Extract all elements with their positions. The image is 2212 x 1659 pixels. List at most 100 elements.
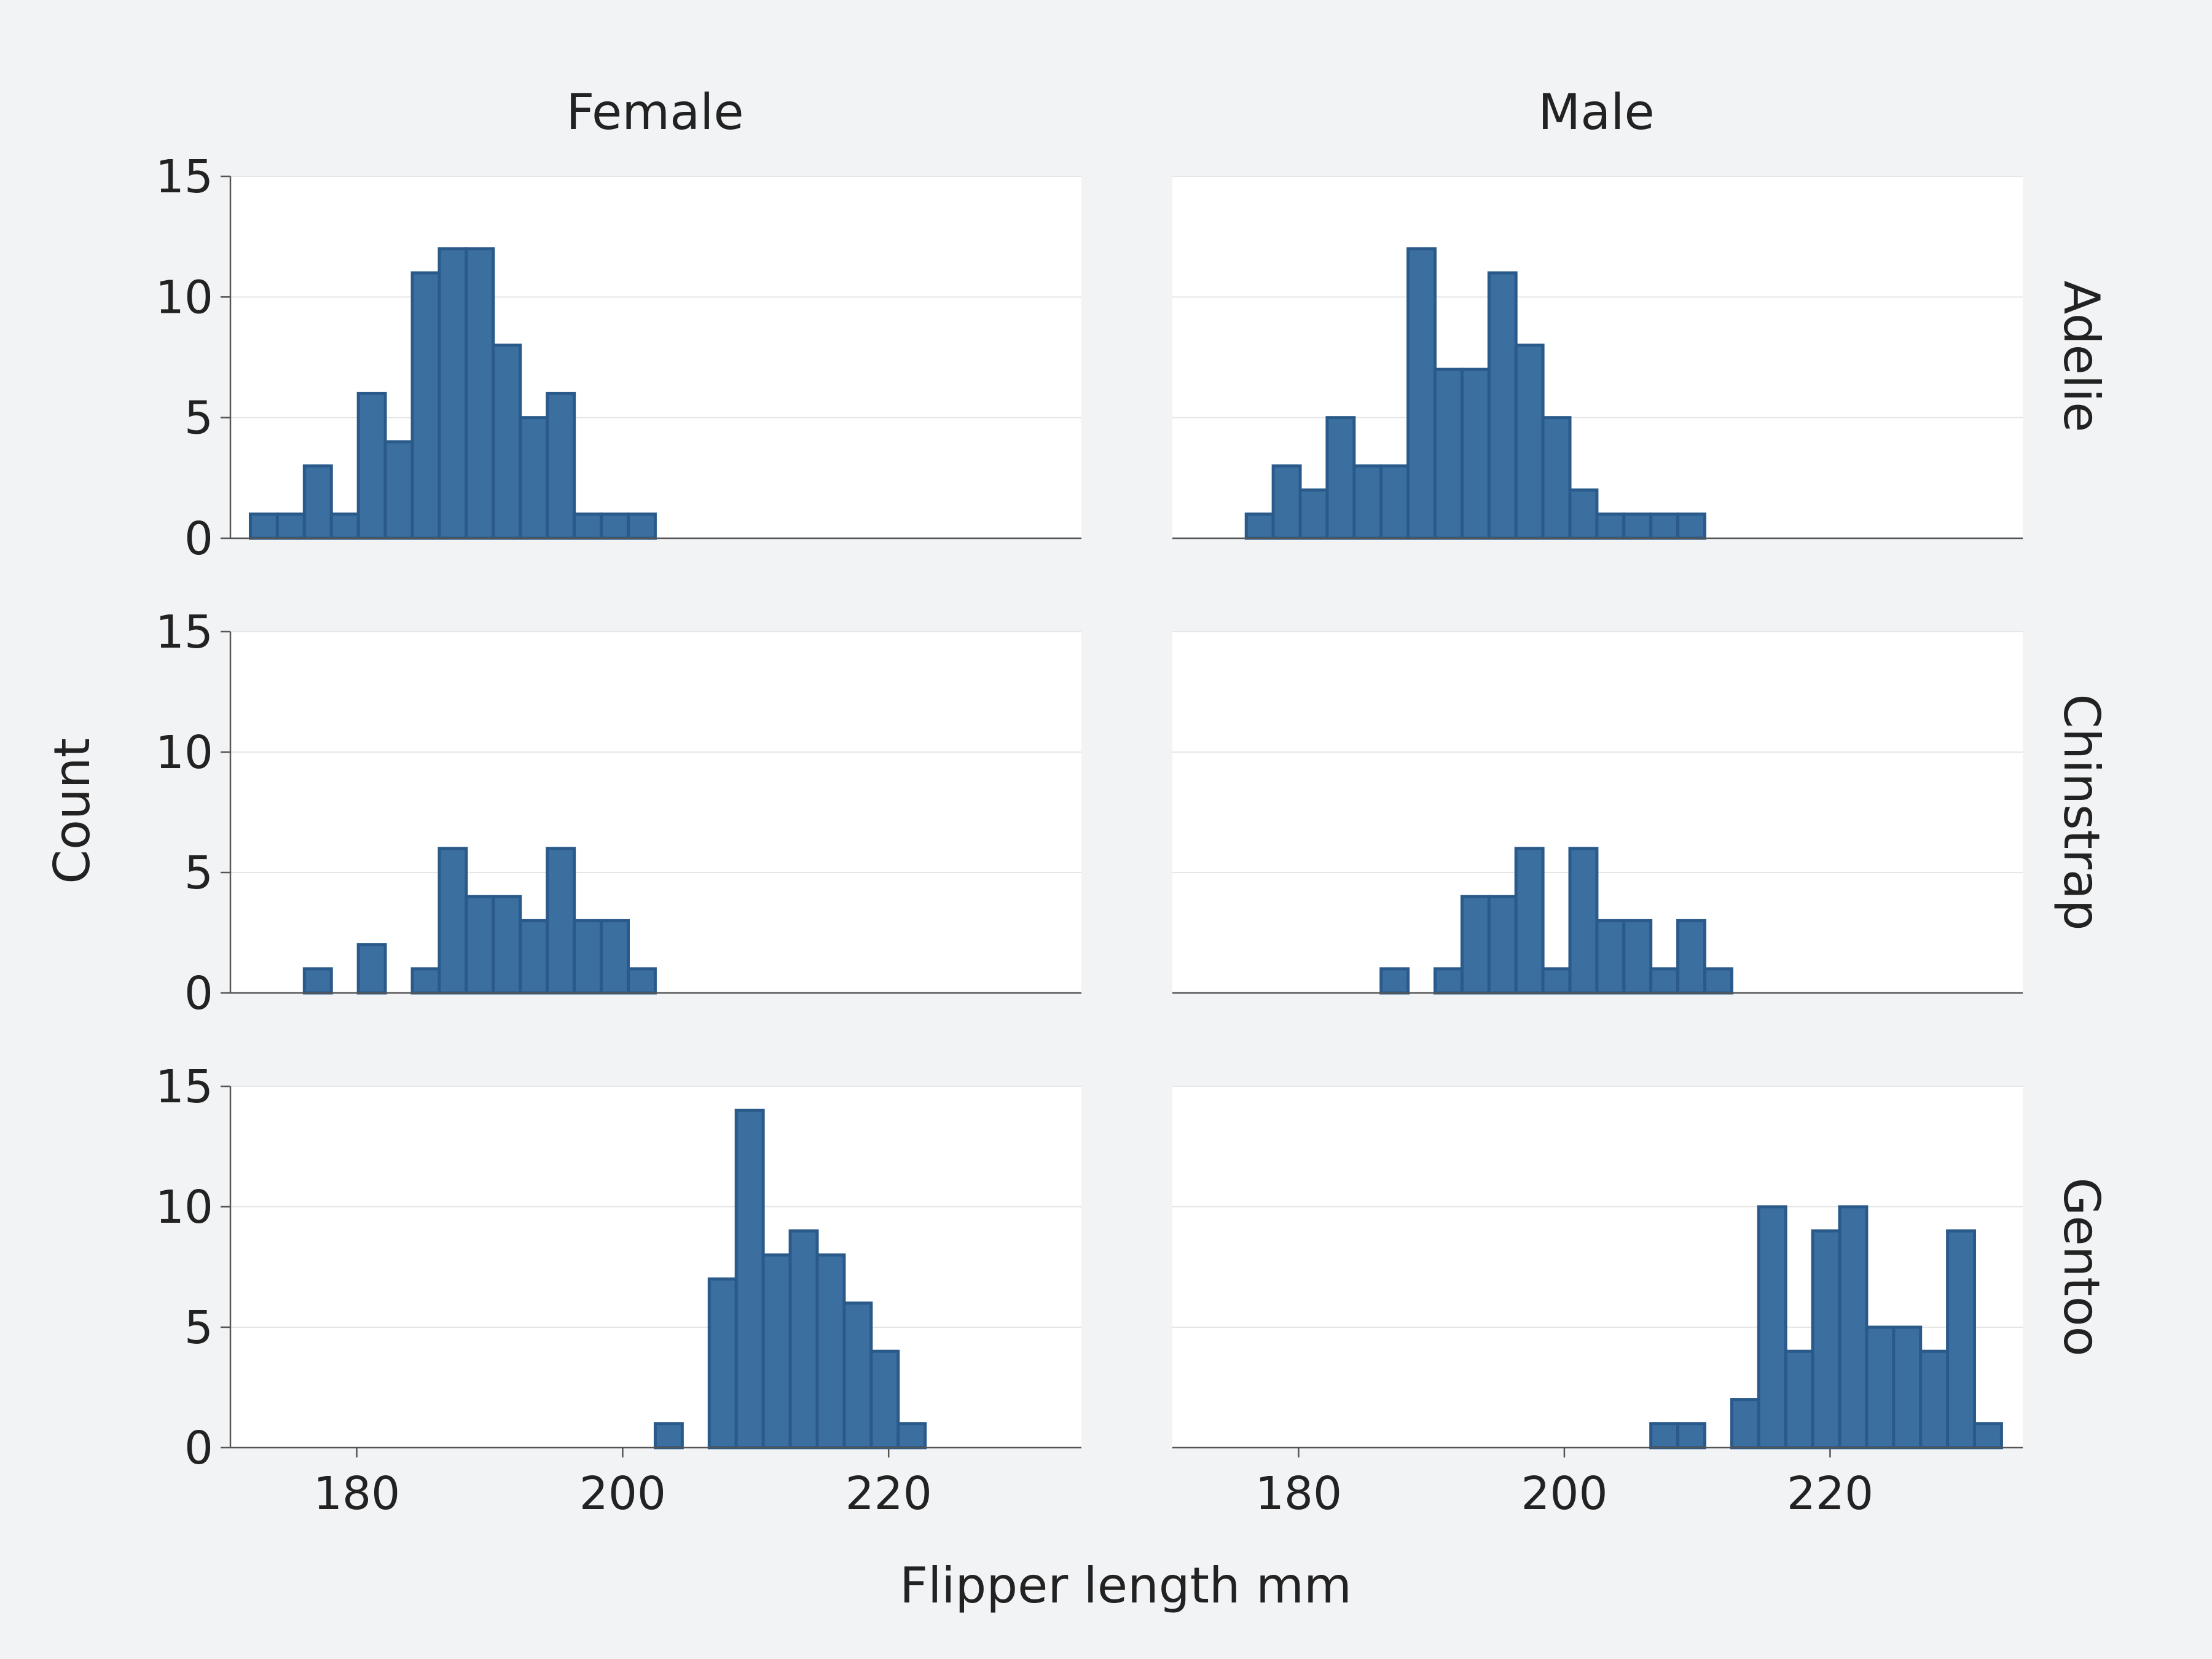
bar-adelie-male-bin-7 bbox=[1379, 464, 1410, 540]
bar-gentoo-female-bin-24 bbox=[896, 1422, 927, 1449]
bar-adelie-male-bin-9 bbox=[1433, 367, 1464, 540]
bar-adelie-female-bin-6 bbox=[410, 271, 441, 540]
x-tick-label-180: 180 bbox=[1255, 1467, 1342, 1520]
y-tick-label-10: 10 bbox=[155, 1181, 213, 1234]
bar-adelie-female-bin-8 bbox=[465, 247, 495, 540]
bar-chinstrap-male-bin-10 bbox=[1460, 895, 1491, 995]
y-tick-label-10: 10 bbox=[155, 726, 213, 779]
bar-chinstrap-male-bin-13 bbox=[1541, 967, 1572, 995]
y-tick-label-5: 5 bbox=[184, 1301, 213, 1354]
panel-chinstrap-female: 0 5 10 15 bbox=[155, 606, 1081, 1020]
bar-adelie-male-bin-10 bbox=[1460, 367, 1491, 540]
bar-chinstrap-male-bin-18 bbox=[1676, 919, 1707, 995]
x-tick-label-220: 220 bbox=[845, 1467, 932, 1520]
bar-adelie-female-bin-3 bbox=[329, 512, 360, 540]
panel-background bbox=[1172, 176, 2023, 538]
y-tick-label-5: 5 bbox=[184, 392, 213, 445]
bar-chinstrap-female-bin-6 bbox=[410, 967, 441, 995]
bar-adelie-female-bin-13 bbox=[600, 512, 630, 540]
bar-gentoo-male-bin-17 bbox=[1649, 1422, 1680, 1449]
bar-adelie-male-bin-14 bbox=[1568, 488, 1599, 540]
bar-adelie-female-bin-10 bbox=[519, 416, 549, 540]
bar-gentoo-female-bin-20 bbox=[788, 1229, 819, 1449]
bar-gentoo-male-bin-25 bbox=[1865, 1325, 1896, 1449]
bar-adelie-female-bin-4 bbox=[356, 391, 387, 540]
bar-adelie-male-bin-15 bbox=[1595, 512, 1626, 540]
row-title-gentoo: Gentoo bbox=[2053, 1177, 2110, 1356]
bar-chinstrap-male-bin-15 bbox=[1595, 919, 1626, 995]
bar-gentoo-male-bin-29 bbox=[1973, 1422, 2003, 1449]
y-tick-label-15: 15 bbox=[155, 1061, 213, 1113]
panel-background bbox=[230, 1086, 1081, 1448]
bar-gentoo-male-bin-26 bbox=[1892, 1325, 1923, 1449]
bar-adelie-female-bin-11 bbox=[546, 391, 576, 540]
bar-gentoo-female-bin-23 bbox=[869, 1349, 900, 1449]
y-tick-label-0: 0 bbox=[184, 1422, 213, 1475]
facet-panels: 0 5 10 15 0 5 10 15 0 5 10 15 180 200 220 180 200 220 bbox=[155, 151, 2023, 1520]
bar-gentoo-male-bin-18 bbox=[1676, 1422, 1707, 1449]
bar-adelie-male-bin-16 bbox=[1622, 512, 1653, 540]
bar-gentoo-female-bin-21 bbox=[815, 1253, 846, 1449]
bar-gentoo-male-bin-23 bbox=[1811, 1229, 1841, 1449]
bar-chinstrap-male-bin-14 bbox=[1568, 847, 1599, 995]
row-title-chinstrap: Chinstrap bbox=[2053, 694, 2110, 930]
y-axis-title: Count bbox=[44, 738, 101, 884]
bar-adelie-male-bin-18 bbox=[1676, 512, 1707, 540]
bar-chinstrap-female-bin-11 bbox=[546, 847, 576, 995]
bar-chinstrap-male-bin-16 bbox=[1622, 919, 1653, 995]
panel-chinstrap-male bbox=[1172, 631, 2023, 995]
bar-gentoo-female-bin-17 bbox=[707, 1277, 738, 1449]
bar-chinstrap-female-bin-8 bbox=[465, 895, 495, 995]
column-title-male: Male bbox=[1538, 84, 1655, 141]
bar-adelie-male-bin-5 bbox=[1325, 416, 1356, 540]
x-axis-title: Flipper length mm bbox=[900, 1557, 1352, 1614]
panel-gentoo-female: 0 5 10 15 180 200 220 bbox=[155, 1061, 1081, 1520]
bar-adelie-female-bin-7 bbox=[437, 247, 468, 540]
bar-adelie-male-bin-11 bbox=[1487, 271, 1518, 540]
x-tick-label-220: 220 bbox=[1787, 1467, 1873, 1520]
bar-chinstrap-female-bin-9 bbox=[492, 895, 522, 995]
bar-adelie-female-bin-2 bbox=[302, 464, 333, 540]
bar-chinstrap-male-bin-17 bbox=[1649, 967, 1680, 995]
x-tick-label-180: 180 bbox=[313, 1467, 400, 1520]
bar-gentoo-male-bin-24 bbox=[1838, 1205, 1869, 1449]
y-tick-label-0: 0 bbox=[184, 512, 213, 565]
bar-gentoo-male-bin-22 bbox=[1784, 1349, 1814, 1449]
bar-chinstrap-female-bin-12 bbox=[573, 919, 603, 995]
y-tick-label-0: 0 bbox=[184, 967, 213, 1020]
bar-adelie-female-bin-0 bbox=[248, 512, 279, 540]
x-tick-label-200: 200 bbox=[1521, 1467, 1607, 1520]
bar-chinstrap-male-bin-19 bbox=[1703, 967, 1733, 995]
panel-gentoo-male: 180 200 220 bbox=[1172, 1086, 2023, 1520]
bar-gentoo-male-bin-21 bbox=[1757, 1205, 1787, 1449]
bar-chinstrap-male-bin-9 bbox=[1433, 967, 1464, 995]
bar-adelie-male-bin-2 bbox=[1244, 512, 1275, 540]
bar-gentoo-male-bin-20 bbox=[1730, 1398, 1760, 1449]
bar-gentoo-female-bin-15 bbox=[653, 1422, 684, 1449]
panel-adelie-female: 0 5 10 15 bbox=[155, 151, 1081, 565]
row-title-adelie: Adelie bbox=[2053, 281, 2110, 433]
bar-chinstrap-female-bin-13 bbox=[600, 919, 630, 995]
bar-adelie-female-bin-14 bbox=[626, 512, 657, 540]
y-tick-label-15: 15 bbox=[155, 606, 213, 659]
panel-adelie-male bbox=[1172, 176, 2023, 540]
bar-adelie-male-bin-12 bbox=[1514, 343, 1545, 540]
column-title-female: Female bbox=[566, 84, 743, 141]
bar-chinstrap-female-bin-10 bbox=[519, 919, 549, 995]
panel-background bbox=[230, 632, 1081, 993]
bar-adelie-female-bin-12 bbox=[573, 512, 603, 540]
bar-gentoo-female-bin-18 bbox=[734, 1108, 765, 1449]
bar-chinstrap-female-bin-4 bbox=[356, 943, 387, 995]
bar-gentoo-female-bin-19 bbox=[761, 1253, 792, 1449]
x-tick-label-200: 200 bbox=[579, 1467, 666, 1520]
bar-gentoo-male-bin-27 bbox=[1919, 1349, 1950, 1449]
bar-adelie-male-bin-3 bbox=[1271, 464, 1302, 540]
bar-adelie-male-bin-17 bbox=[1649, 512, 1680, 540]
bar-adelie-female-bin-5 bbox=[383, 440, 414, 540]
bar-chinstrap-male-bin-11 bbox=[1487, 895, 1518, 995]
bar-chinstrap-female-bin-14 bbox=[626, 967, 657, 995]
bar-adelie-female-bin-9 bbox=[492, 343, 522, 540]
bar-adelie-male-bin-13 bbox=[1541, 416, 1572, 540]
bar-adelie-male-bin-6 bbox=[1352, 464, 1383, 540]
